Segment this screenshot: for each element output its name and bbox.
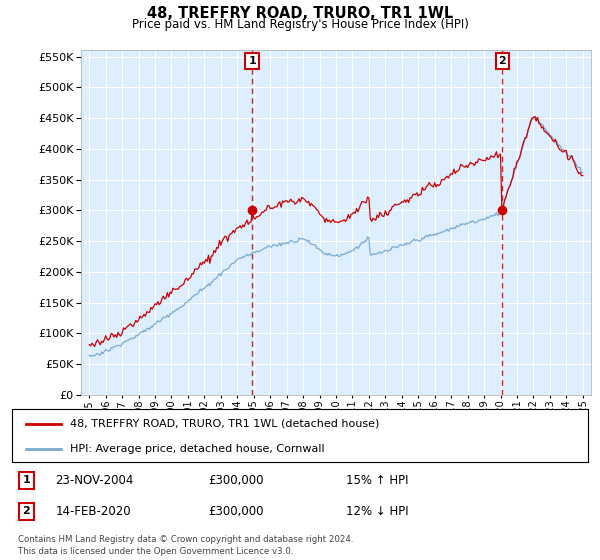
Text: HPI: Average price, detached house, Cornwall: HPI: Average price, detached house, Corn… xyxy=(70,444,324,454)
Text: 48, TREFFRY ROAD, TRURO, TR1 1WL: 48, TREFFRY ROAD, TRURO, TR1 1WL xyxy=(147,6,453,21)
Text: 1: 1 xyxy=(248,56,256,66)
Text: 23-NOV-2004: 23-NOV-2004 xyxy=(55,474,134,487)
Text: 1: 1 xyxy=(23,475,30,486)
Text: 15% ↑ HPI: 15% ↑ HPI xyxy=(346,474,409,487)
Text: 2: 2 xyxy=(499,56,506,66)
Text: £300,000: £300,000 xyxy=(208,505,263,518)
Text: 2: 2 xyxy=(23,506,30,516)
Text: Price paid vs. HM Land Registry's House Price Index (HPI): Price paid vs. HM Land Registry's House … xyxy=(131,18,469,31)
Text: 14-FEB-2020: 14-FEB-2020 xyxy=(55,505,131,518)
Text: £300,000: £300,000 xyxy=(208,474,263,487)
Text: Contains HM Land Registry data © Crown copyright and database right 2024.
This d: Contains HM Land Registry data © Crown c… xyxy=(18,535,353,556)
Text: 12% ↓ HPI: 12% ↓ HPI xyxy=(346,505,409,518)
Text: 48, TREFFRY ROAD, TRURO, TR1 1WL (detached house): 48, TREFFRY ROAD, TRURO, TR1 1WL (detach… xyxy=(70,419,379,429)
